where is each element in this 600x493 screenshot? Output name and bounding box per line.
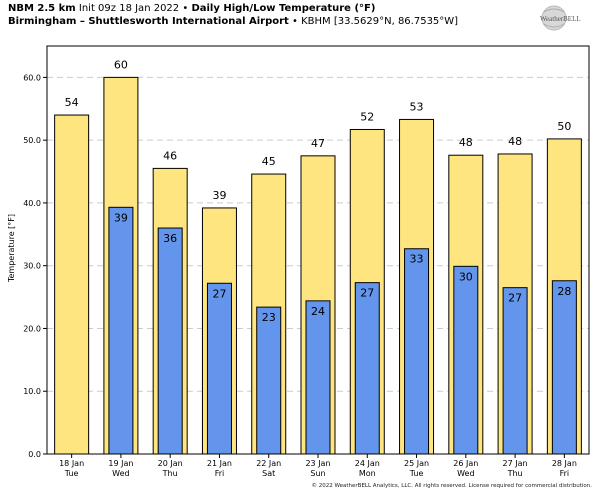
low-temp-bar [502, 287, 528, 455]
title-line-2: Birmingham – Shuttlesworth International… [8, 16, 458, 27]
low-temp-label: 27 [508, 292, 522, 305]
x-tick-weekday: Tue [64, 469, 79, 478]
x-tick-date: 24 Jan [355, 459, 380, 468]
x-tick-weekday: Fri [560, 469, 570, 478]
low-temp-bar [404, 248, 430, 455]
low-temp-bar [453, 265, 479, 455]
title-line-1: NBM 2.5 km Init 09z 18 Jan 2022 • Daily … [8, 3, 375, 14]
data-labels: 54 60 39 46 36 39 27 45 23 47 24 52 27 53 33 48 30 48 27 50… [65, 58, 572, 324]
x-tick-date: 25 Jan [404, 459, 429, 468]
station-name: Birmingham – Shuttlesworth International… [8, 16, 289, 27]
y-tick-label: 60.0 [23, 73, 41, 82]
high-temp-label: 39 [212, 189, 226, 202]
x-tick-date: 22 Jan [256, 459, 281, 468]
separator: • [182, 3, 189, 14]
low-temp-label: 33 [410, 253, 424, 266]
y-tick-label: 30.0 [23, 262, 41, 271]
high-temp-label: 53 [410, 100, 424, 113]
high-temp-label: 48 [508, 135, 522, 148]
x-tick-date: 27 Jan [503, 459, 528, 468]
x-tick-date: 18 Jan [59, 459, 84, 468]
low-temp-label: 24 [311, 305, 325, 318]
bars [54, 76, 582, 455]
copyright-footer: © 2022 WeatherBELL Analytics, LLC. All r… [311, 483, 592, 489]
high-temp-label: 50 [557, 120, 571, 133]
low-temp-label: 36 [163, 232, 177, 245]
low-temp-label: 27 [360, 287, 374, 300]
low-temp-label: 28 [557, 285, 571, 298]
x-tick-weekday: Wed [457, 469, 474, 478]
y-tick-label: 0.0 [28, 450, 41, 459]
high-temp-label: 47 [311, 137, 325, 150]
x-tick-date: 21 Jan [207, 459, 232, 468]
low-temp-label: 23 [262, 311, 276, 324]
high-temp-label: 45 [262, 155, 276, 168]
y-tick-label: 50.0 [23, 136, 41, 145]
x-tick-weekday: Wed [112, 469, 129, 478]
x-tick-date: 23 Jan [305, 459, 330, 468]
weatherbell-logo-icon: WeatherBELL [532, 4, 590, 34]
high-temp-label: 60 [114, 58, 128, 71]
plot-frame [46, 45, 590, 455]
high-temp-bar [54, 114, 90, 455]
low-temp-bar [108, 206, 134, 455]
high-temp-label: 52 [360, 110, 374, 123]
low-temp-bar [305, 300, 331, 455]
x-tick-date: 20 Jan [158, 459, 183, 468]
y-tick-label: 40.0 [23, 199, 41, 208]
model-name: NBM 2.5 km [8, 3, 76, 14]
y-axis-label: Temperature [°F] [7, 214, 16, 283]
product-title: Daily High/Low Temperature (°F) [191, 3, 376, 14]
init-time: Init 09z 18 Jan 2022 [78, 3, 180, 14]
low-temp-label: 27 [212, 287, 226, 300]
x-tick-weekday: Fri [215, 469, 225, 478]
x-tick-weekday: Mon [359, 469, 376, 478]
y-tick-label: 10.0 [23, 387, 41, 396]
high-temp-label: 46 [163, 149, 177, 162]
station-id: • KBHM [33.5629°N, 86.7535°W] [292, 16, 459, 27]
high-temp-label: 48 [459, 136, 473, 149]
x-tick-weekday: Thu [162, 469, 178, 478]
x-tick-date: 26 Jan [453, 459, 478, 468]
x-tick-weekday: Tue [409, 469, 424, 478]
x-tick-weekday: Sun [310, 469, 325, 478]
low-temp-label: 39 [114, 211, 128, 224]
high-temp-label: 54 [65, 96, 79, 109]
x-tick-date: 19 Jan [108, 459, 133, 468]
x-tick-date: 28 Jan [552, 459, 577, 468]
low-temp-bar [157, 227, 183, 455]
low-temp-bar [256, 306, 282, 455]
x-tick-weekday: Thu [507, 469, 523, 478]
y-tick-label: 20.0 [23, 324, 41, 333]
low-temp-bar [354, 282, 380, 455]
low-temp-label: 30 [459, 270, 473, 283]
low-temp-bar [551, 280, 577, 455]
low-temp-bar [206, 282, 232, 455]
logo-text: WeatherBELL [540, 15, 581, 23]
x-tick-weekday: Sat [262, 469, 275, 478]
